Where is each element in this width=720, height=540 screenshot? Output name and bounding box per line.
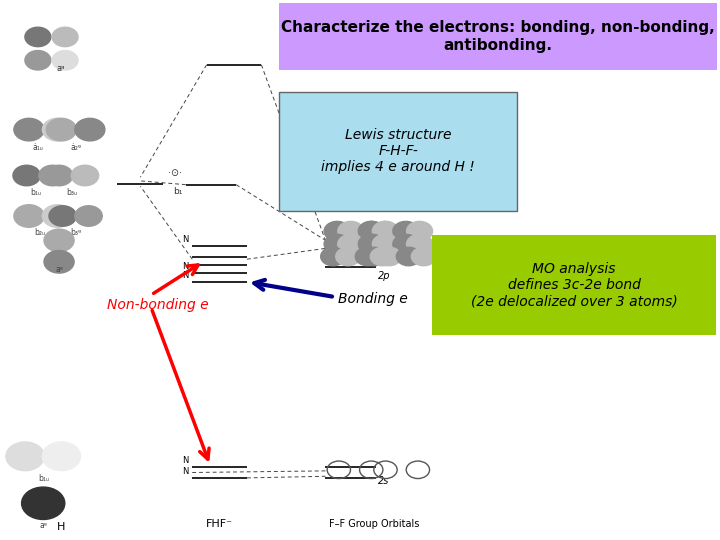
Text: Bonding e: Bonding e xyxy=(338,292,408,306)
Circle shape xyxy=(42,442,81,471)
Circle shape xyxy=(71,165,99,186)
Text: b₂ᵤ: b₂ᵤ xyxy=(34,228,45,238)
Text: aᵍ: aᵍ xyxy=(40,521,47,530)
Circle shape xyxy=(25,51,51,70)
Circle shape xyxy=(372,221,398,241)
Text: ȧ₂ᵍ: ȧ₂ᵍ xyxy=(70,143,81,152)
Text: b₁ᵤ: b₁ᵤ xyxy=(30,188,42,197)
Circle shape xyxy=(39,165,66,186)
Text: ·⊙·: ·⊙· xyxy=(168,168,182,178)
Circle shape xyxy=(52,51,78,70)
Text: 2p: 2p xyxy=(378,271,390,281)
Circle shape xyxy=(393,234,419,254)
Circle shape xyxy=(42,118,73,141)
Circle shape xyxy=(324,221,350,241)
Circle shape xyxy=(45,165,73,186)
Circle shape xyxy=(372,234,398,254)
Circle shape xyxy=(13,165,40,186)
Text: F–F Group Orbitals: F–F Group Orbitals xyxy=(329,519,420,529)
Circle shape xyxy=(44,229,74,252)
Circle shape xyxy=(411,247,436,266)
Circle shape xyxy=(336,247,361,266)
Circle shape xyxy=(393,221,419,241)
Circle shape xyxy=(75,206,102,226)
Circle shape xyxy=(6,442,44,471)
Circle shape xyxy=(407,221,433,241)
Circle shape xyxy=(359,234,384,254)
Circle shape xyxy=(372,234,398,254)
FancyBboxPatch shape xyxy=(279,3,717,70)
Circle shape xyxy=(14,118,44,141)
Circle shape xyxy=(14,205,44,227)
Circle shape xyxy=(361,247,387,266)
Text: N: N xyxy=(183,467,189,476)
FancyBboxPatch shape xyxy=(279,92,517,211)
Text: b₁: b₁ xyxy=(173,187,183,197)
Text: MO analysis
defines 3c-2e bond
(2e delocalized over 3 atoms): MO analysis defines 3c-2e bond (2e deloc… xyxy=(471,262,678,308)
Text: H: H xyxy=(57,522,66,532)
Circle shape xyxy=(359,221,384,241)
Circle shape xyxy=(46,118,76,141)
Circle shape xyxy=(49,206,76,226)
Text: ȧ₁ᵤ: ȧ₁ᵤ xyxy=(32,143,42,152)
Circle shape xyxy=(44,251,74,273)
Circle shape xyxy=(42,205,73,227)
Text: b₃ᵤ: b₃ᵤ xyxy=(66,188,78,197)
Circle shape xyxy=(338,221,364,241)
Text: Non-bonding e: Non-bonding e xyxy=(107,298,208,312)
Text: 2s: 2s xyxy=(378,476,390,487)
Text: N: N xyxy=(183,262,189,271)
Circle shape xyxy=(377,247,402,266)
Circle shape xyxy=(25,27,51,46)
Text: b₁ᵤ: b₁ᵤ xyxy=(37,474,49,483)
Circle shape xyxy=(324,234,350,254)
Circle shape xyxy=(359,234,384,254)
Circle shape xyxy=(75,118,105,141)
Text: N: N xyxy=(183,271,189,280)
FancyBboxPatch shape xyxy=(432,235,716,335)
Circle shape xyxy=(338,234,364,254)
Circle shape xyxy=(359,221,384,241)
Text: N: N xyxy=(183,456,189,465)
Circle shape xyxy=(396,247,421,266)
Circle shape xyxy=(372,221,398,241)
Circle shape xyxy=(320,247,346,266)
Circle shape xyxy=(22,487,65,519)
Text: Lewis structure
F-H-F-
implies 4 e around H !: Lewis structure F-H-F- implies 4 e aroun… xyxy=(321,128,475,174)
Circle shape xyxy=(52,27,78,46)
Text: aᵍ: aᵍ xyxy=(57,64,66,73)
Text: N: N xyxy=(183,235,189,244)
Text: FHF⁻: FHF⁻ xyxy=(206,519,233,529)
Circle shape xyxy=(355,247,380,266)
Circle shape xyxy=(370,247,395,266)
Text: Characterize the electrons: bonding, non-bonding,
antibonding.: Characterize the electrons: bonding, non… xyxy=(282,20,715,52)
Text: b₃ᵍ: b₃ᵍ xyxy=(70,228,81,238)
Text: aᵍ: aᵍ xyxy=(55,265,63,274)
Circle shape xyxy=(407,234,433,254)
